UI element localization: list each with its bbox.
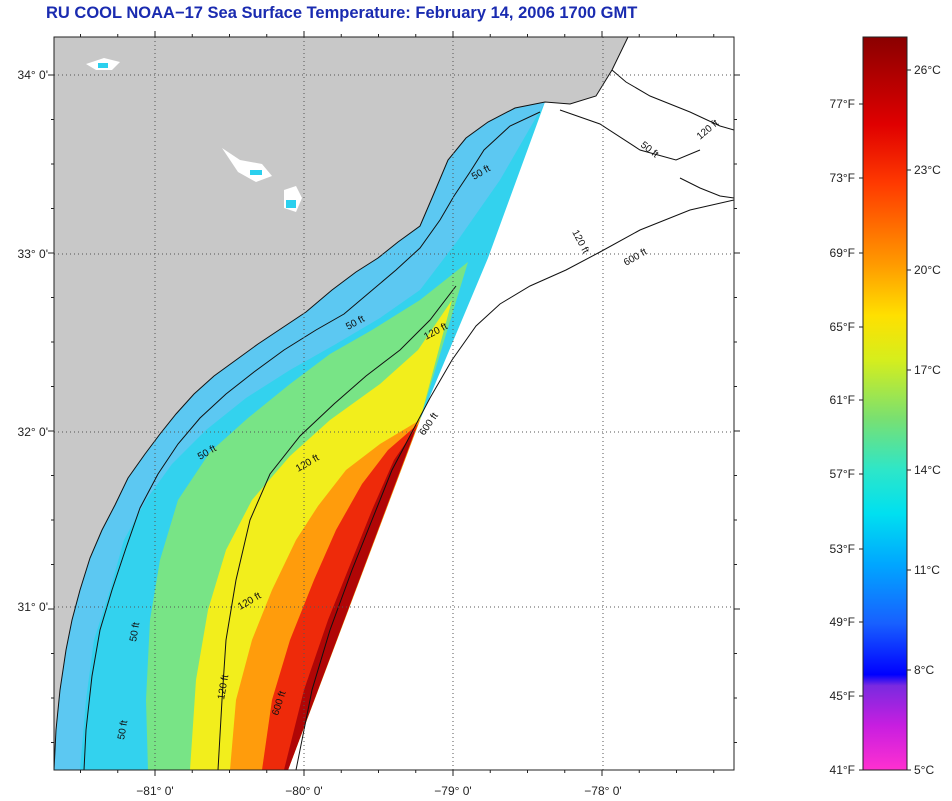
celsius-label: 5°C xyxy=(914,763,934,777)
graticule xyxy=(54,37,734,770)
lat-label: 33° 0' xyxy=(18,247,48,261)
lon-label: −80° 0' xyxy=(285,784,322,798)
axis-ticks xyxy=(48,31,740,776)
lon-label: −81° 0' xyxy=(136,784,173,798)
sst-nearshore-band xyxy=(54,102,545,770)
colorbar-fahrenheit-labels: 77°F 73°F 69°F 65°F 61°F 57°F 53°F 49°F … xyxy=(830,97,855,777)
contour-label: 50 ft xyxy=(128,621,142,642)
colorbar-celsius-labels: 26°C 23°C 20°C 17°C 14°C 11°C 8°C 5°C xyxy=(914,63,941,777)
fahrenheit-label: 69°F xyxy=(830,246,855,260)
colorbar-ticks xyxy=(859,69,911,771)
fahrenheit-label: 45°F xyxy=(830,689,855,703)
coastline xyxy=(54,37,629,770)
celsius-label: 20°C xyxy=(914,263,941,277)
fahrenheit-label: 61°F xyxy=(830,393,855,407)
fahrenheit-label: 53°F xyxy=(830,542,855,556)
fahrenheit-label: 41°F xyxy=(830,763,855,777)
fahrenheit-label: 73°F xyxy=(830,171,855,185)
contour-label: 120 ft xyxy=(216,674,231,701)
lon-label: −78° 0' xyxy=(584,784,621,798)
contour-600ft xyxy=(295,199,734,770)
land-area xyxy=(54,37,628,770)
contour-label: 50 ft xyxy=(116,719,130,740)
celsius-label: 17°C xyxy=(914,363,941,377)
temperature-colorbar xyxy=(862,36,908,771)
fahrenheit-label: 57°F xyxy=(830,467,855,481)
celsius-label: 8°C xyxy=(914,663,934,677)
map-title: RU COOL NOAA−17 Sea Surface Temperature:… xyxy=(46,4,638,22)
lat-label: 32° 0' xyxy=(18,425,48,439)
sst-darkred-edge xyxy=(284,428,416,770)
celsius-label: 11°C xyxy=(914,563,940,577)
lat-label: 34° 0' xyxy=(18,68,48,82)
fahrenheit-label: 65°F xyxy=(830,320,855,334)
fahrenheit-label: 77°F xyxy=(830,97,855,111)
celsius-label: 26°C xyxy=(914,63,941,77)
inland-water xyxy=(86,58,302,212)
longitude-labels: −81° 0' −80° 0' −79° 0' −78° 0' xyxy=(136,784,621,798)
contour-50ft xyxy=(83,111,541,770)
lat-label: 31° 0' xyxy=(18,600,48,614)
map-border xyxy=(53,36,735,771)
lon-label: −79° 0' xyxy=(434,784,471,798)
depth-contours xyxy=(83,69,734,770)
contour-120ft xyxy=(217,109,701,770)
fahrenheit-label: 49°F xyxy=(830,615,855,629)
celsius-label: 23°C xyxy=(914,163,941,177)
celsius-label: 14°C xyxy=(914,463,941,477)
latitude-labels: 34° 0' 33° 0' 32° 0' 31° 0' xyxy=(18,68,48,614)
